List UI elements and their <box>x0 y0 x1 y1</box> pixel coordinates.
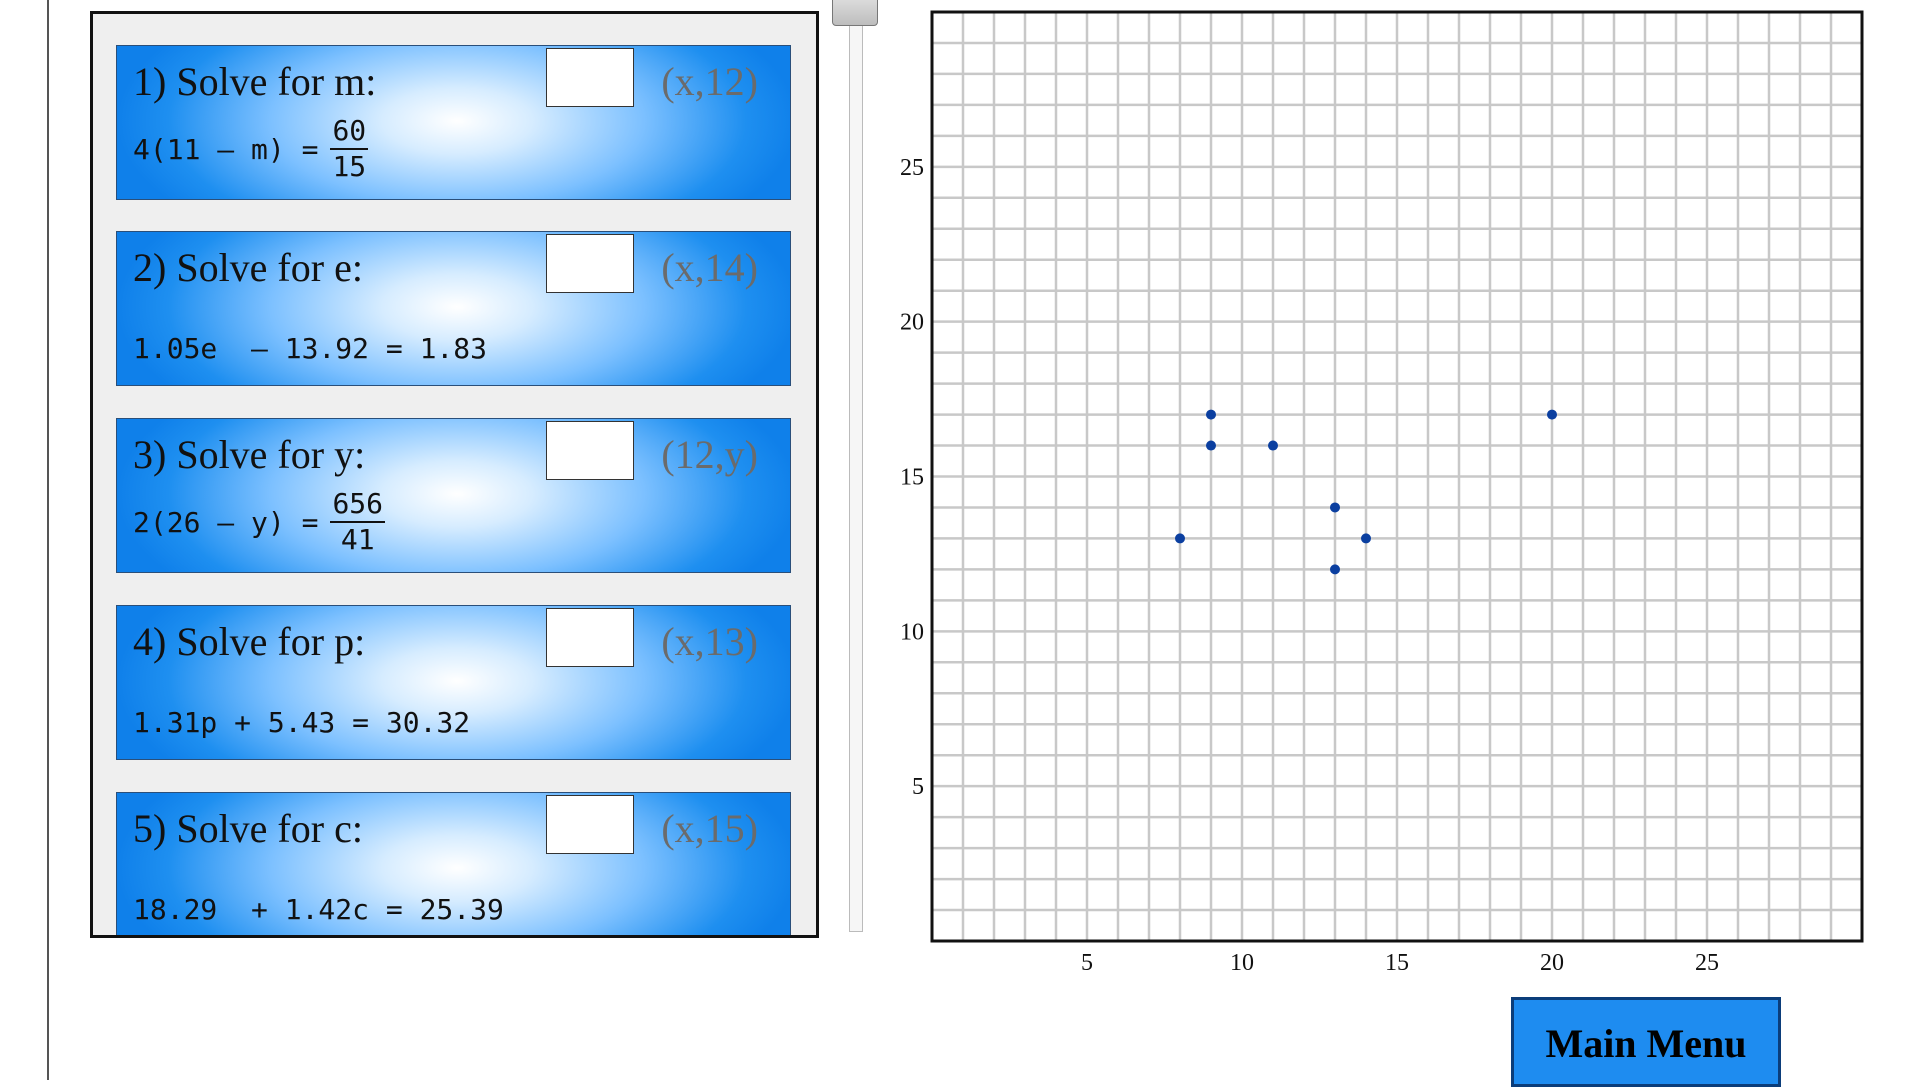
coordinate-hint: (x,15) <box>661 806 758 851</box>
y-tick-label: 5 <box>912 774 924 800</box>
fraction-numerator: 656 <box>330 487 386 523</box>
problem-list-panel: 1) Solve for m: (x,12) 4(11 – m) = 60 15… <box>90 11 819 938</box>
problem-card-5: 5) Solve for c: (x,15) 18.29 + 1.42c = 2… <box>116 792 791 935</box>
fraction: 656 41 <box>330 487 386 557</box>
problem-card-2: 2) Solve for e: (x,14) 1.05e – 13.92 = 1… <box>116 231 791 386</box>
problem-title: 3) Solve for y: <box>133 432 366 477</box>
plotted-point <box>1175 533 1185 544</box>
equation: 1.31p + 5.43 = 30.32 <box>133 706 471 739</box>
fraction: 60 15 <box>330 114 369 184</box>
y-tick-label: 10 <box>900 619 924 645</box>
problem-card-3: 3) Solve for y: (12,y) 2(26 – y) = 656 4… <box>116 418 791 573</box>
fraction-denominator: 41 <box>340 523 375 556</box>
x-tick-label: 10 <box>1230 950 1254 976</box>
fraction-numerator: 60 <box>330 114 369 150</box>
y-tick-label: 20 <box>900 310 924 336</box>
coordinate-graph: 5 10 15 20 25 5 10 15 20 25 <box>880 0 1880 990</box>
coordinate-hint: (x,13) <box>661 619 758 664</box>
scrollbar-thumb[interactable] <box>832 0 878 26</box>
coordinate-hint: (x,12) <box>661 59 758 104</box>
answer-input-2[interactable] <box>546 234 634 293</box>
x-tick-label: 25 <box>1695 950 1719 976</box>
graph-svg: 5 10 15 20 25 5 10 15 20 25 <box>900 10 1864 976</box>
equation: 18.29 + 1.42c = 25.39 <box>133 893 504 926</box>
coordinate-hint: (12,y) <box>661 432 758 477</box>
answer-input-1[interactable] <box>546 48 634 107</box>
problem-title: 4) Solve for p: <box>133 619 366 664</box>
plotted-point <box>1547 409 1557 420</box>
answer-input-3[interactable] <box>546 421 634 480</box>
x-tick-label: 5 <box>1081 950 1093 976</box>
equation: 2(26 – y) = 656 41 <box>133 487 386 557</box>
answer-input-4[interactable] <box>546 608 634 667</box>
y-tick-label: 15 <box>900 465 924 491</box>
plotted-point <box>1268 440 1278 451</box>
plotted-point <box>1206 409 1216 420</box>
coordinate-hint: (x,14) <box>661 245 758 290</box>
problem-title: 5) Solve for c: <box>133 806 363 851</box>
problem-card-1: 1) Solve for m: (x,12) 4(11 – m) = 60 15 <box>116 45 791 200</box>
x-tick-label: 20 <box>1540 950 1564 976</box>
problem-card-4: 4) Solve for p: (x,13) 1.31p + 5.43 = 30… <box>116 605 791 760</box>
page-border <box>47 0 49 1080</box>
plotted-point <box>1361 533 1371 544</box>
y-tick-label: 25 <box>900 155 924 181</box>
equation-lhs: 4(11 – m) = <box>133 132 319 166</box>
main-menu-button[interactable]: Main Menu <box>1511 997 1781 1087</box>
plotted-point <box>1330 502 1340 513</box>
equation-lhs: 2(26 – y) = <box>133 505 319 539</box>
plotted-point <box>1330 564 1340 575</box>
fraction-denominator: 15 <box>332 150 367 183</box>
plotted-point <box>1206 440 1216 451</box>
equation: 4(11 – m) = 60 15 <box>133 114 369 184</box>
x-tick-label: 15 <box>1385 950 1409 976</box>
answer-input-5[interactable] <box>546 795 634 854</box>
equation: 1.05e – 13.92 = 1.83 <box>133 332 488 365</box>
problem-title: 2) Solve for e: <box>133 245 363 290</box>
scrollbar-track[interactable] <box>849 0 863 932</box>
problem-title: 1) Solve for m: <box>133 59 377 104</box>
graph-border <box>930 10 1864 943</box>
